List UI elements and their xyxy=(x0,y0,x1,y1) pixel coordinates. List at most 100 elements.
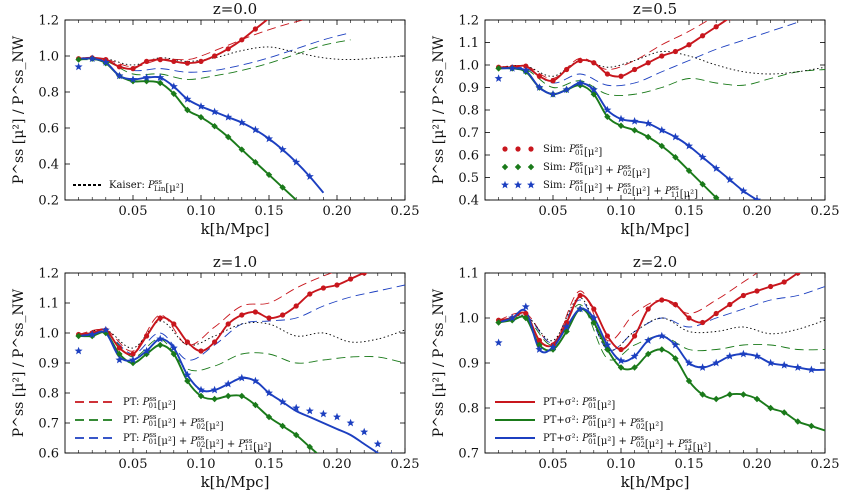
y-tick-label: 1.1 xyxy=(38,297,59,312)
sim-green-point xyxy=(645,133,652,141)
sim-red-point xyxy=(523,310,529,317)
sim-blue-point xyxy=(251,376,260,385)
sim-green-point xyxy=(808,422,815,430)
sim-blue-point xyxy=(142,346,151,355)
panel-title: z=0.5 xyxy=(633,0,677,18)
sim-red-point xyxy=(604,333,611,339)
plot-area xyxy=(74,273,405,453)
sim-red-point xyxy=(659,297,665,303)
sim-red-point xyxy=(171,321,177,327)
kaiser-line xyxy=(78,320,405,349)
sim-green-point xyxy=(658,142,665,150)
y-tick-label: 1.0 xyxy=(458,312,479,327)
sim-green-point xyxy=(781,409,788,416)
sim-green-point xyxy=(225,392,232,400)
y-tick-label: 0.6 xyxy=(458,149,479,164)
sim-blue-point xyxy=(156,73,165,81)
sim-red-point xyxy=(523,63,529,69)
sim-blue-point xyxy=(129,75,137,83)
sim-red-point xyxy=(171,58,177,64)
sim-red-point xyxy=(577,57,583,64)
sim-blue-point xyxy=(319,409,328,418)
fit-red-line xyxy=(498,20,729,82)
sim-blue-point xyxy=(142,73,151,81)
sim-red-point xyxy=(307,291,313,297)
sim-green-point xyxy=(740,391,747,398)
sim-blue-point xyxy=(115,71,124,80)
sim-blue-point xyxy=(74,346,83,355)
sim-red-point xyxy=(212,53,218,59)
sim-green-point xyxy=(157,79,164,87)
sim-red-point xyxy=(686,315,692,321)
plot-area xyxy=(74,20,405,200)
sim-green-point xyxy=(252,401,259,409)
sim-red-point xyxy=(293,303,299,309)
sim-red-point xyxy=(157,315,163,321)
sim-green-point xyxy=(306,443,313,451)
sim-green-point xyxy=(495,319,502,326)
sim-green-point xyxy=(713,395,720,403)
sim-green-point xyxy=(563,328,570,335)
sim-red-point xyxy=(157,57,163,63)
x-tick-label: 0.10 xyxy=(187,457,216,472)
sim-blue-point xyxy=(739,186,748,195)
legend-marker xyxy=(527,163,535,171)
fit-red-line xyxy=(78,273,368,356)
sim-blue-point xyxy=(292,403,301,412)
y-tick-label: 0.8 xyxy=(458,104,479,119)
sim-red-point xyxy=(700,319,706,326)
y-axis-label: P^ss [μ²] / P^ss_NW xyxy=(431,288,447,437)
legend: Kaiser: Pss Lin[μ²] xyxy=(73,178,184,194)
sim-blue-point xyxy=(698,153,707,161)
x-tick-label: 0.20 xyxy=(743,204,772,219)
pt-green-line xyxy=(78,331,405,372)
sim-red-point xyxy=(700,33,706,39)
sim-green-point xyxy=(577,82,584,89)
sim-blue-point xyxy=(671,132,680,141)
sim-red-point xyxy=(184,60,190,66)
sim-green-point xyxy=(658,346,665,353)
x-tick-label: 0.25 xyxy=(811,457,840,472)
y-tick-label: 0.9 xyxy=(38,357,59,372)
sim-green-point xyxy=(767,404,774,412)
plot-frame xyxy=(64,272,406,454)
x-tick-label: 0.25 xyxy=(391,204,420,219)
sim-blue-point xyxy=(508,313,517,322)
sim-blue-point xyxy=(657,126,666,134)
sim-red-point xyxy=(144,58,150,64)
sim-blue-point xyxy=(292,158,301,166)
plot-area xyxy=(494,20,825,200)
sim-blue-point xyxy=(617,356,625,365)
x-tick-label: 0.15 xyxy=(255,457,284,472)
sim-green-point xyxy=(129,359,137,367)
sim-blue-point xyxy=(562,322,571,331)
sim-blue-point xyxy=(237,373,246,382)
x-tick-label: 0.20 xyxy=(323,457,352,472)
sim-red-point xyxy=(239,312,245,318)
sim-red-point xyxy=(280,312,286,318)
sim-red-point xyxy=(754,288,760,294)
sim-green-point xyxy=(211,395,218,403)
sim-green-point xyxy=(590,319,597,326)
x-axis-label: k[h/Mpc] xyxy=(201,473,270,490)
y-tick-label: 0.2 xyxy=(38,194,59,209)
legend-label: Sim: Pss 01[μ²] xyxy=(543,142,602,158)
x-tick-label: 0.10 xyxy=(607,457,636,472)
sim-red-point xyxy=(550,78,556,84)
sim-red-point xyxy=(536,337,543,344)
sim-blue-point xyxy=(346,418,355,427)
pt-blue-line xyxy=(78,284,405,361)
sim-blue-point xyxy=(156,334,165,343)
sim-red-point xyxy=(632,66,638,73)
x-axis-label: k[h/Mpc] xyxy=(201,220,270,238)
plot-frame xyxy=(484,19,826,201)
y-tick-label: 1.2 xyxy=(458,14,479,29)
sim-red-point xyxy=(645,60,651,66)
x-tick-label: 0.25 xyxy=(391,457,420,472)
sim-red-point xyxy=(727,301,733,308)
sim-blue-point xyxy=(712,358,721,367)
sim-blue-point xyxy=(766,358,775,367)
sim-green-point xyxy=(265,413,273,421)
sim-blue-point xyxy=(657,331,666,340)
